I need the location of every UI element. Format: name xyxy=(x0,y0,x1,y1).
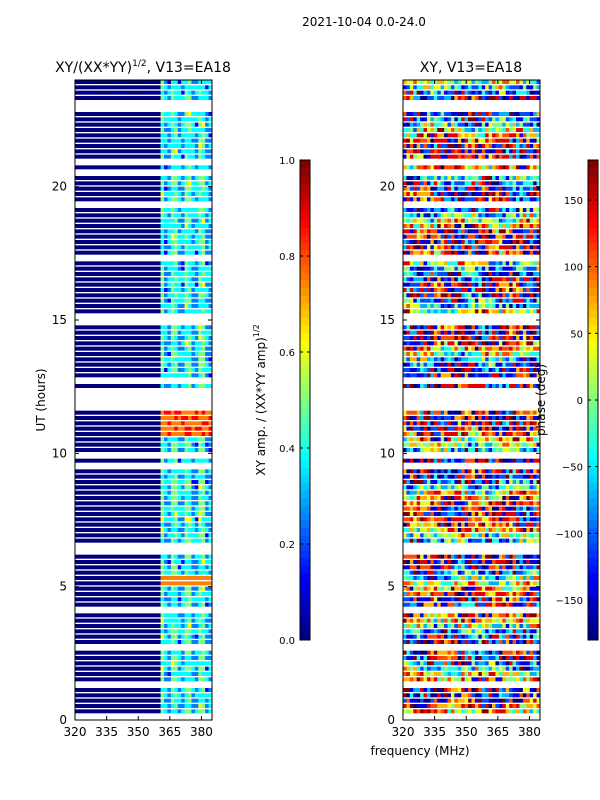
1-xtick-label: 365 xyxy=(486,725,509,739)
colorbar-tick-label: 150 xyxy=(564,196,583,207)
colorbar-tick-label: 100 xyxy=(564,263,583,274)
0-ytick-label: 15 xyxy=(52,313,67,327)
shared-xlabel: frequency (MHz) xyxy=(370,744,469,758)
1-xtick-label: 335 xyxy=(423,725,446,739)
1-xtick-label: 380 xyxy=(518,725,541,739)
colorbar-tick-label: −50 xyxy=(562,463,583,474)
1-ytick-label: 5 xyxy=(387,580,395,594)
left-title-main: XY/(XX*YY) xyxy=(55,60,132,76)
left-title-suffix: , V13=EA18 xyxy=(147,60,231,76)
left-colorbar xyxy=(299,159,311,641)
colorbar-tick-label: 0.0 xyxy=(279,636,295,647)
0-xtick-label: 335 xyxy=(95,725,118,739)
colorbar-tick-label: 0 xyxy=(577,396,583,407)
right-colorbar-label: phase (deg) xyxy=(534,364,548,436)
colorbar-tick-label: −150 xyxy=(556,596,583,607)
colorbar-tick-label: 0.6 xyxy=(279,348,295,359)
colorbar-tick-label: 0.4 xyxy=(279,444,295,455)
left-colorbar-label-main: XY amp. / (XX*YY amp) xyxy=(254,337,268,475)
right-panel-title: XY, V13=EA18 xyxy=(420,60,522,76)
left-heatmap xyxy=(75,80,213,720)
1-ytick-label: 15 xyxy=(380,313,395,327)
axes-layer: 320 335 350 365 380 0 5 10 15 20 320 335 350 365 380 0 5… xyxy=(52,79,598,739)
0-xtick-label: 365 xyxy=(158,725,181,739)
left-colorbar-label: XY amp. / (XX*YY amp)1/2 xyxy=(252,324,268,475)
colorbar-tick-label: 50 xyxy=(570,329,583,340)
0-ytick-label: 5 xyxy=(59,580,67,594)
colorbar-tick-label: −100 xyxy=(556,529,583,540)
0-xtick-label: 380 xyxy=(190,725,213,739)
1-xtick-label: 320 xyxy=(392,725,415,739)
right-heatmap xyxy=(403,80,541,720)
1-ytick-label: 20 xyxy=(380,180,395,194)
1-ytick-label: 10 xyxy=(380,446,395,460)
left-title-exponent: 1/2 xyxy=(132,59,146,69)
0-ytick-label: 10 xyxy=(52,446,67,460)
0-ytick-label: 0 xyxy=(59,713,67,727)
1-xtick-label: 350 xyxy=(455,725,478,739)
colorbar-tick-label: 1.0 xyxy=(279,156,295,167)
left-ylabel: UT (hours) xyxy=(34,368,48,431)
left-panel-title: XY/(XX*YY)1/2, V13=EA18 xyxy=(55,59,231,76)
0-xtick-label: 320 xyxy=(64,725,87,739)
colorbar-tick-label: 0.2 xyxy=(279,540,295,551)
0-ytick-label: 20 xyxy=(52,180,67,194)
figure-suptitle: 2021-10-04 0.0-24.0 xyxy=(302,15,426,29)
0-xtick-label: 350 xyxy=(127,725,150,739)
colorbar-tick-label: 0.8 xyxy=(279,252,295,263)
1-ytick-label: 0 xyxy=(387,713,395,727)
left-colorbar-label-exponent: 1/2 xyxy=(252,324,261,337)
